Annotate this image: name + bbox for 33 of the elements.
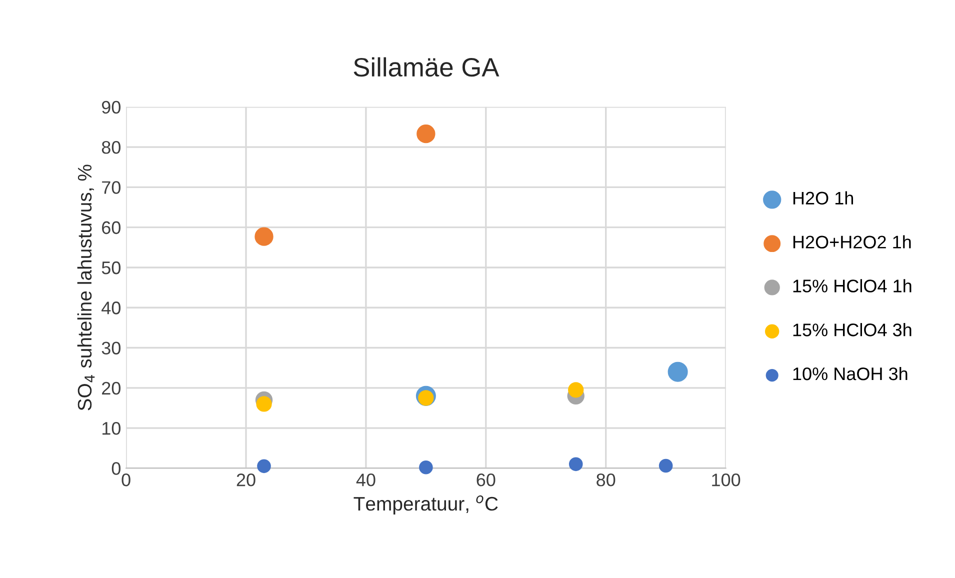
y-tick-label: 60 (102, 221, 120, 234)
x-tick-label: 0 (122, 474, 130, 486)
x-axis-title: Temperatuur, $^{o}$C (354, 495, 498, 515)
point (668, 362, 688, 382)
x-tick-label: 100 (712, 474, 740, 486)
x-tick-label: 40 (356, 474, 376, 486)
y-tick-label: 40 (102, 302, 120, 314)
point (658, 458, 673, 473)
legend-label: 15% HClO4 3h (793, 323, 912, 336)
x-tick-label: 60 (476, 474, 496, 486)
x-tick-label: 80 (596, 474, 616, 486)
point (256, 396, 272, 412)
legend-label: 15% HClO4 1h (793, 279, 912, 292)
x-tick-label: 20 (236, 474, 256, 486)
y-axis-title: SO$_{4}$ suhteline lahustuvus, % (77, 164, 95, 410)
y-tick-label: 10 (102, 422, 120, 435)
y-tick-label: 50 (102, 261, 120, 274)
y-tick-label: 90 (102, 100, 120, 114)
point (419, 460, 433, 474)
point (416, 124, 436, 144)
point (568, 382, 584, 398)
y-tick-label: 70 (102, 181, 120, 194)
y-tick-label: 0 (112, 462, 120, 475)
y-tick-label: 80 (102, 141, 120, 154)
point (568, 457, 583, 472)
legend-label: H2O+H2O2 1h (793, 235, 911, 248)
point (257, 459, 271, 474)
legend-label: H2O 1h (793, 191, 854, 205)
legend-label: 10% NaOH 3h (793, 366, 908, 380)
point (254, 227, 274, 246)
y-tick-label: 20 (102, 382, 120, 395)
y-tick-label: 30 (102, 342, 120, 354)
chart-title: Sillamäe GA (354, 57, 500, 77)
